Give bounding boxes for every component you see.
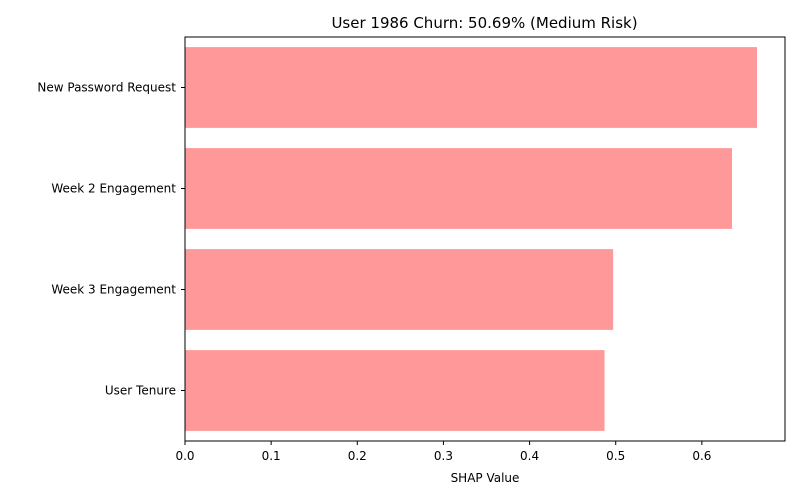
- x-tick-label: 0.1: [262, 449, 281, 463]
- x-tick-label: 0.4: [520, 449, 539, 463]
- x-axis-label: SHAP Value: [451, 471, 520, 485]
- y-tick-label: User Tenure: [105, 384, 176, 398]
- x-tick-label: 0.5: [606, 449, 625, 463]
- bars-group: [185, 47, 758, 431]
- bar-week-3-engagement: [185, 249, 614, 330]
- x-tick-label: 0.6: [692, 449, 711, 463]
- y-axis-ticks: New Password Request Week 2 Engagement Wee…: [37, 81, 185, 398]
- plot-frame: [184, 36, 786, 442]
- x-axis-ticks: 0.0 0.1 0.2 0.3 0.4 0.5 0.6: [175, 441, 711, 463]
- bar-user-tenure: [185, 350, 605, 431]
- x-tick-label: 0.3: [434, 449, 453, 463]
- bar-new-password-request: [185, 47, 758, 128]
- y-tick-label: Week 2 Engagement: [51, 182, 176, 196]
- y-tick-label: New Password Request: [37, 81, 176, 95]
- bar-week-2-engagement: [185, 148, 733, 229]
- x-tick-label: 0.2: [348, 449, 367, 463]
- y-tick-label: Week 3 Engagement: [51, 283, 176, 297]
- chart-title: User 1986 Churn: 50.69% (Medium Risk): [331, 14, 637, 32]
- x-tick-label: 0.0: [175, 449, 194, 463]
